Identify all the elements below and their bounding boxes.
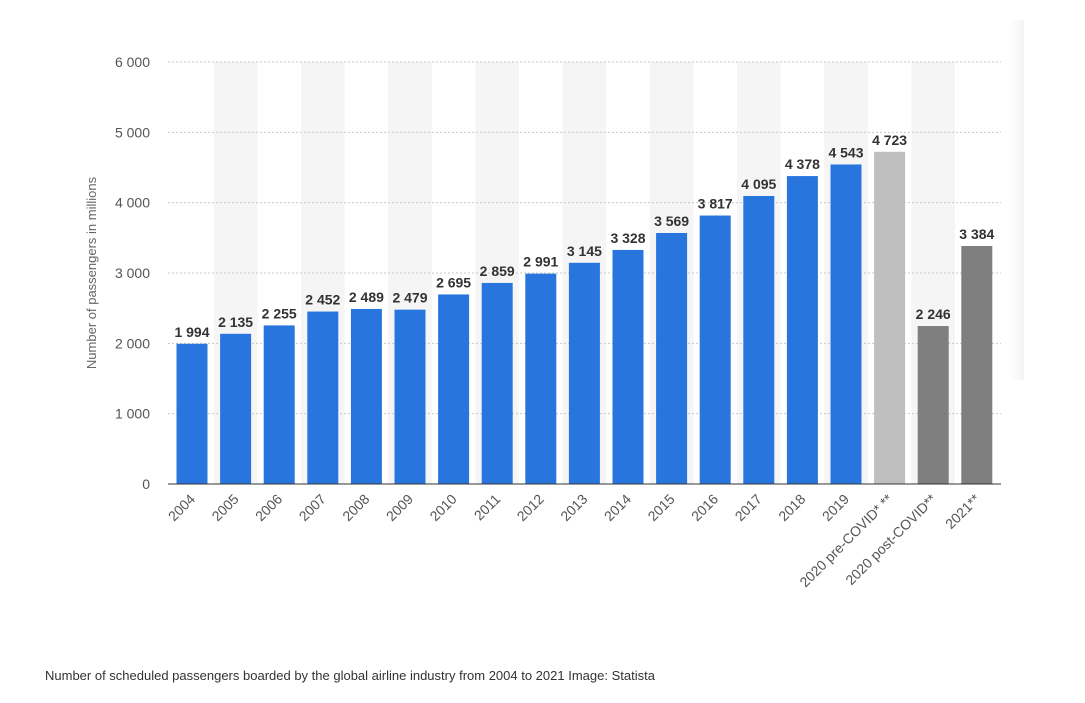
data-label: 4 095 bbox=[741, 176, 776, 192]
x-tick-label: 2013 bbox=[557, 491, 590, 524]
data-label: 4 723 bbox=[872, 132, 907, 148]
right-edge-fade bbox=[1010, 20, 1024, 380]
x-tick-label: 2014 bbox=[601, 491, 634, 524]
data-label: 3 328 bbox=[610, 230, 645, 246]
bar bbox=[350, 308, 382, 484]
bar bbox=[612, 249, 644, 484]
data-label: 2 695 bbox=[436, 274, 471, 290]
bar bbox=[917, 326, 949, 484]
data-label: 3 569 bbox=[654, 213, 689, 229]
x-tick-label: 2010 bbox=[426, 491, 459, 524]
data-label: 2 452 bbox=[305, 292, 340, 308]
data-label: 4 543 bbox=[828, 144, 863, 160]
bar bbox=[394, 309, 426, 484]
bar bbox=[786, 176, 818, 484]
bar bbox=[176, 343, 208, 484]
bar bbox=[263, 325, 295, 484]
x-tick-label: 2012 bbox=[514, 491, 547, 524]
bar bbox=[481, 282, 513, 484]
data-label: 3 817 bbox=[698, 196, 733, 212]
bar-chart: 0 1 000 2 000 3 000 4 000 5 000 6 000 Number o… bbox=[84, 54, 1001, 590]
data-label: 3 145 bbox=[567, 243, 602, 259]
data-label: 2 489 bbox=[349, 289, 384, 305]
x-tick-label: 2015 bbox=[644, 491, 677, 524]
x-tick-label: 2008 bbox=[339, 491, 372, 524]
bar bbox=[438, 294, 470, 484]
bar bbox=[220, 333, 252, 484]
chart-caption: Number of scheduled passengers boarded b… bbox=[45, 668, 655, 683]
bar bbox=[961, 245, 993, 484]
data-label: 4 378 bbox=[785, 156, 820, 172]
y-tick-label: 4 000 bbox=[115, 195, 150, 211]
x-tick-label: 2018 bbox=[775, 491, 808, 524]
bar bbox=[525, 273, 557, 484]
bar bbox=[874, 151, 906, 484]
x-tick-label: 2007 bbox=[296, 491, 329, 524]
x-tick-label: 2005 bbox=[208, 491, 241, 524]
data-label: 3 384 bbox=[959, 226, 994, 242]
x-tick-label: 2006 bbox=[252, 491, 285, 524]
bar bbox=[307, 311, 339, 484]
data-label: 2 991 bbox=[523, 254, 558, 270]
bar bbox=[656, 232, 688, 484]
y-tick-label: 3 000 bbox=[115, 265, 150, 281]
y-tick-label: 5 000 bbox=[115, 124, 150, 140]
x-tick-label: 2011 bbox=[471, 491, 504, 524]
x-tick-label: 2017 bbox=[732, 491, 765, 524]
data-label: 1 994 bbox=[174, 324, 209, 340]
x-tick-label: 2016 bbox=[688, 491, 721, 524]
data-label: 2 479 bbox=[392, 290, 427, 306]
bar bbox=[830, 164, 862, 485]
y-tick-label: 0 bbox=[142, 476, 150, 492]
bar bbox=[699, 215, 731, 485]
data-label: 2 135 bbox=[218, 314, 253, 330]
bars bbox=[176, 151, 993, 485]
bar bbox=[743, 195, 775, 485]
y-tick-label: 6 000 bbox=[115, 54, 150, 70]
data-labels: 1 994 2 135 2 255 2 452 2 489 2 479 2 695 2 859… bbox=[174, 132, 994, 340]
data-label: 2 859 bbox=[480, 263, 515, 279]
y-tick-label: 2 000 bbox=[115, 335, 150, 351]
x-tick-label: 2004 bbox=[165, 491, 198, 524]
y-tick-labels: 0 1 000 2 000 3 000 4 000 5 000 6 000 bbox=[115, 54, 150, 492]
x-tick-label: 2019 bbox=[819, 491, 852, 524]
x-tick-label: 2021** bbox=[942, 490, 983, 531]
bar bbox=[568, 262, 600, 484]
data-label: 2 246 bbox=[916, 306, 951, 322]
y-axis-title: Number of passengers in millions bbox=[84, 176, 99, 369]
data-label: 2 255 bbox=[262, 305, 297, 321]
y-tick-label: 1 000 bbox=[115, 406, 150, 422]
x-tick-labels: 2004 2005 2006 2007 2008 2009 2010 2011 2012 2013… bbox=[165, 490, 984, 590]
x-tick-label: 2009 bbox=[383, 491, 416, 524]
